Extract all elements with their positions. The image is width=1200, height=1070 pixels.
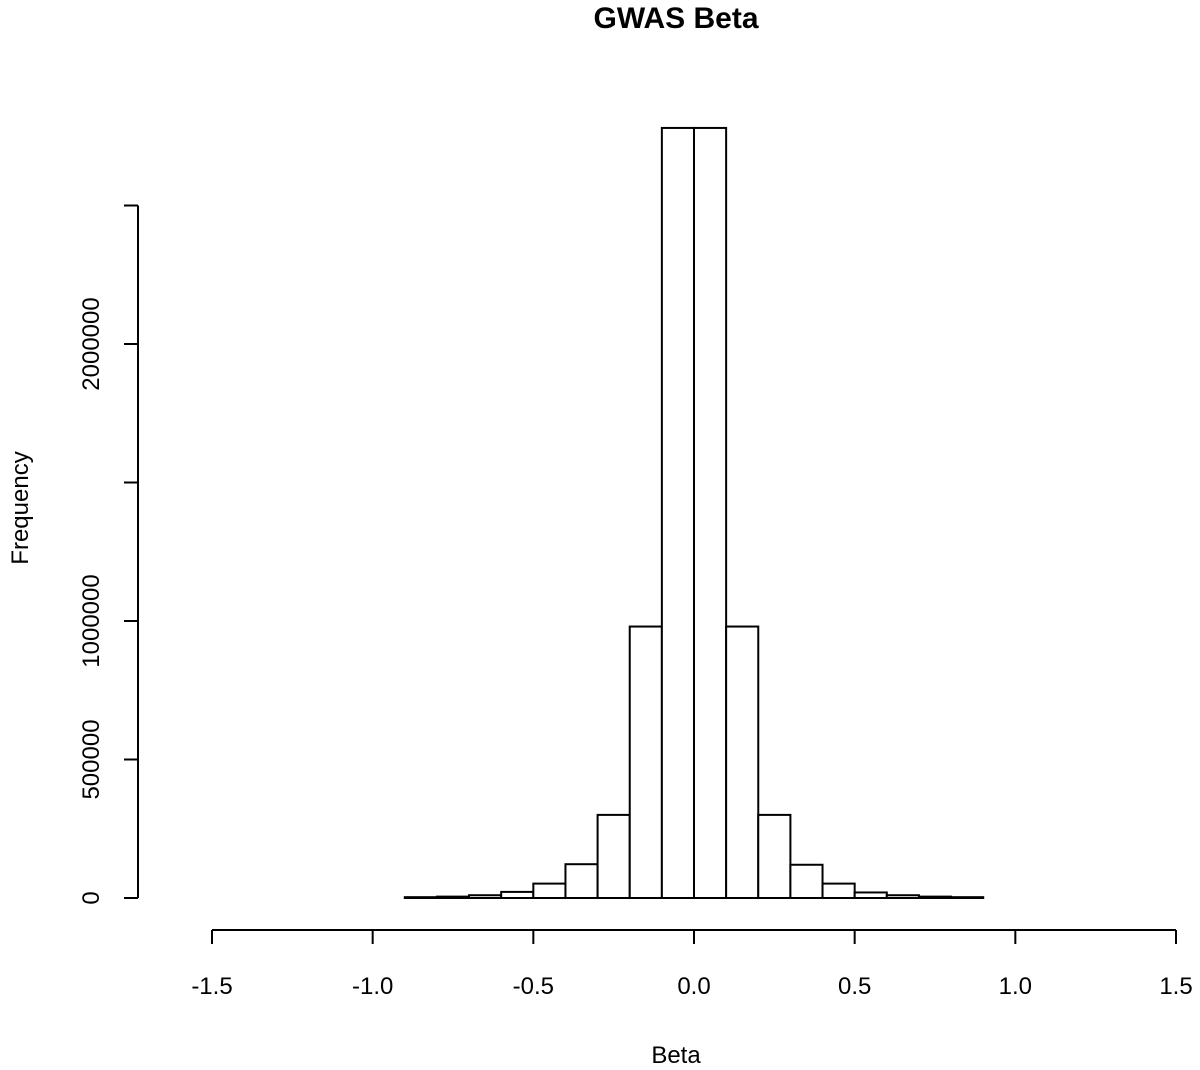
histogram-bar xyxy=(596,813,631,900)
histogram-bar xyxy=(532,882,567,900)
y-axis: 0 500000 1000000 2000000 xyxy=(78,204,139,905)
histogram-bar xyxy=(789,863,824,900)
histogram-bar xyxy=(500,890,535,900)
bars-group xyxy=(403,126,985,900)
histogram-bar xyxy=(564,863,599,899)
histogram-bar xyxy=(917,895,953,899)
x-tick-label: 0.5 xyxy=(838,973,871,1000)
histogram-bar xyxy=(725,625,760,899)
histogram-bar xyxy=(853,891,888,900)
histogram-bar xyxy=(660,126,695,899)
histogram-bar xyxy=(885,894,920,899)
x-axis-label: Beta xyxy=(651,1042,701,1069)
histogram-bar xyxy=(757,813,792,900)
x-tick-label: -0.5 xyxy=(513,973,554,1000)
x-tick-label: 0.0 xyxy=(677,973,710,1000)
x-tick-label: -1.0 xyxy=(352,973,393,1000)
y-tick-label: 2000000 xyxy=(78,297,105,390)
x-tick-label: 1.0 xyxy=(999,973,1032,1000)
y-tick-label: 1000000 xyxy=(78,574,105,667)
x-tick-label: 1.5 xyxy=(1159,973,1192,1000)
histogram-bar xyxy=(468,894,503,899)
histogram-bar xyxy=(693,126,728,899)
y-tick-label: 500000 xyxy=(78,719,105,799)
histogram-bar xyxy=(950,896,985,900)
chart-title: GWAS Beta xyxy=(593,2,758,35)
y-tick-label: 0 xyxy=(78,891,105,904)
y-axis-label: Frequency xyxy=(7,451,34,564)
x-axis: -1.5 -1.0 -0.5 0.0 0.5 1.0 1.5 xyxy=(191,929,1193,1000)
histogram-bar xyxy=(628,625,663,899)
histogram-bar xyxy=(821,882,856,900)
histogram-bar xyxy=(435,895,471,899)
histogram-bar xyxy=(403,896,438,900)
x-tick-label: -1.5 xyxy=(191,973,232,1000)
